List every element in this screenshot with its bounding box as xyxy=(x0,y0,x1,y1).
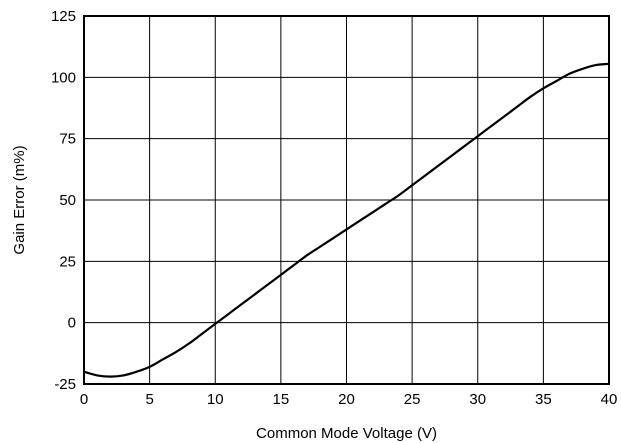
x-tick-label: 10 xyxy=(207,391,224,408)
y-tick-label: 25 xyxy=(59,253,76,270)
y-axis-label: Gain Error (m%) xyxy=(11,145,28,254)
x-tick-label: 30 xyxy=(469,391,486,408)
x-tick-label: 40 xyxy=(601,391,618,408)
x-tick-labels: 0 5 10 15 20 25 30 35 40 xyxy=(80,391,618,408)
plot-frame xyxy=(83,15,610,385)
y-tick-label: -25 xyxy=(54,376,76,393)
series-line-0 xyxy=(82,62,611,378)
x-tick-label: 15 xyxy=(273,391,290,408)
x-tick-label: 5 xyxy=(145,391,153,408)
series-layer xyxy=(82,62,611,378)
x-tick-label: 25 xyxy=(404,391,421,408)
y-tick-label: 125 xyxy=(51,8,76,25)
x-axis-label: Common Mode Voltage (V) xyxy=(256,425,437,442)
y-tick-label: 100 xyxy=(51,69,76,86)
y-tick-label: 50 xyxy=(59,192,76,209)
y-tick-label: 0 xyxy=(68,315,76,332)
x-tick-label: 35 xyxy=(535,391,552,408)
grid-lines xyxy=(84,16,609,384)
x-tick-label: 0 xyxy=(80,391,88,408)
y-tick-label: 75 xyxy=(59,131,76,148)
x-tick-label: 20 xyxy=(338,391,355,408)
y-tick-labels: -25 0 25 50 75 100 125 xyxy=(51,8,76,393)
